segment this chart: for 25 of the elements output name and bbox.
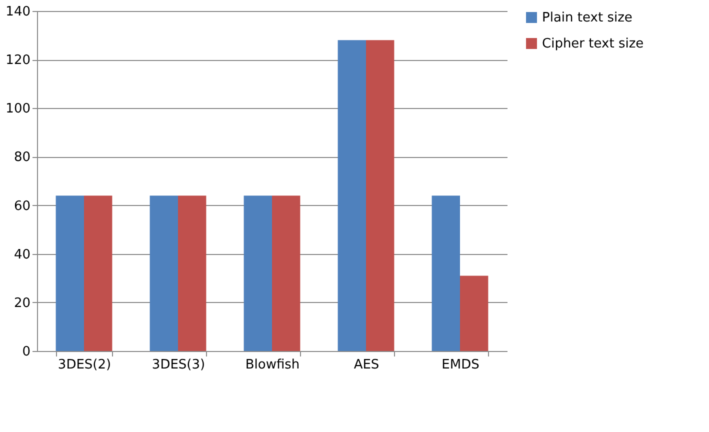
y-tick-label: 120 bbox=[6, 53, 30, 68]
y-tick-label: 100 bbox=[6, 102, 30, 117]
bar bbox=[244, 196, 272, 351]
bar bbox=[366, 40, 394, 351]
x-tick-label: Blowfish bbox=[245, 358, 300, 372]
y-tick-label: 40 bbox=[14, 247, 30, 262]
bar bbox=[56, 196, 84, 351]
bar bbox=[338, 40, 366, 351]
x-tick-label: EMDS bbox=[442, 358, 480, 372]
x-tick-label: 3DES(2) bbox=[58, 358, 112, 372]
y-tick-label: 60 bbox=[14, 198, 30, 214]
bar bbox=[150, 196, 178, 351]
bar bbox=[432, 196, 460, 351]
legend-label: Cipher text size bbox=[542, 36, 644, 52]
y-tick-label: 0 bbox=[22, 344, 30, 360]
x-tick-label: AES bbox=[354, 358, 380, 372]
legend-label: Plain text size bbox=[542, 10, 632, 26]
bar bbox=[460, 276, 488, 351]
bar bbox=[272, 196, 300, 351]
y-tick-label: 80 bbox=[14, 150, 30, 166]
x-tick-label: 3DES(3) bbox=[152, 358, 206, 372]
bar bbox=[84, 196, 112, 351]
y-tick-label: 20 bbox=[14, 296, 30, 311]
bar bbox=[178, 196, 206, 351]
y-tick-label: 140 bbox=[6, 4, 30, 20]
